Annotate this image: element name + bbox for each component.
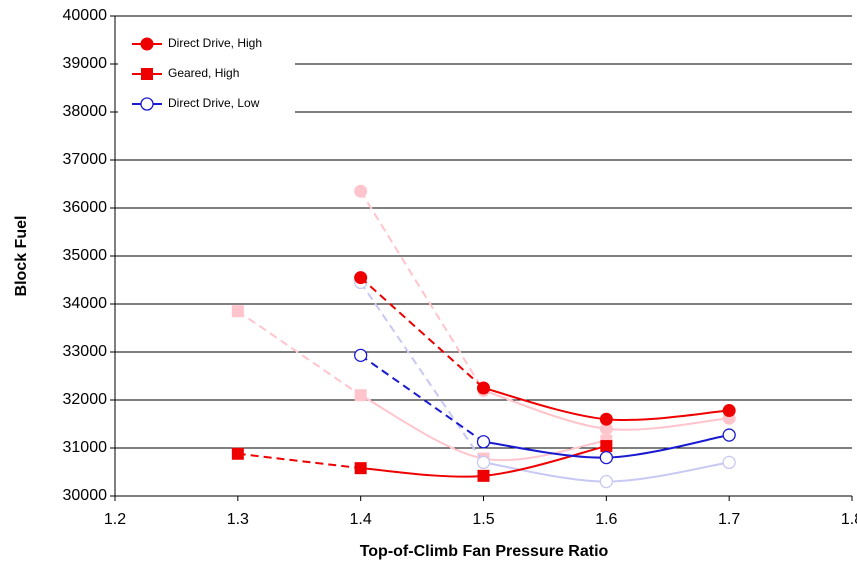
legend: Direct Drive, High Geared, High Direct Dri… bbox=[118, 20, 295, 120]
point bbox=[722, 404, 736, 418]
x-tick-label: 1.3 bbox=[227, 511, 249, 528]
x-tick-label: 1.8 bbox=[841, 511, 857, 528]
y-tick-label: 32000 bbox=[63, 391, 108, 408]
legend-marker bbox=[140, 37, 154, 51]
point bbox=[477, 469, 490, 482]
line-dashed bbox=[237, 310, 362, 397]
x-tick-label: 1.2 bbox=[104, 511, 126, 528]
x-tick-label: 1.5 bbox=[472, 511, 494, 528]
point bbox=[476, 455, 491, 470]
point bbox=[476, 435, 491, 449]
legend-marker bbox=[140, 97, 154, 111]
point bbox=[354, 184, 368, 198]
x-axis-title: Top-of-Climb Fan Pressure Ratio bbox=[360, 543, 609, 560]
line-dashed bbox=[237, 452, 361, 470]
point bbox=[600, 440, 613, 453]
point bbox=[354, 462, 367, 475]
point bbox=[477, 381, 490, 395]
point bbox=[231, 447, 244, 460]
point bbox=[599, 422, 613, 436]
legend-label: Direct Drive, High bbox=[168, 36, 262, 50]
point bbox=[354, 389, 367, 402]
legend-label: Geared, High bbox=[168, 66, 239, 80]
y-tick-label: 35000 bbox=[63, 247, 108, 264]
legend-label: Direct Drive, Low bbox=[168, 96, 260, 110]
y-tick-label: 30000 bbox=[63, 487, 108, 504]
x-tick-label: 1.7 bbox=[718, 511, 740, 528]
y-tick-label: 34000 bbox=[63, 295, 108, 312]
point bbox=[354, 348, 368, 363]
point bbox=[722, 455, 736, 470]
y-tick-label: 31000 bbox=[63, 439, 108, 456]
line-dashed bbox=[360, 354, 485, 443]
point bbox=[599, 412, 613, 426]
x-tick-label: 1.6 bbox=[595, 511, 617, 528]
x-tick-label: 1.4 bbox=[350, 511, 372, 528]
y-tick-label: 38000 bbox=[63, 103, 108, 120]
legend-marker bbox=[141, 68, 153, 80]
y-tick-label: 36000 bbox=[63, 199, 108, 216]
point bbox=[231, 305, 244, 318]
point bbox=[354, 271, 368, 285]
y-tick-label: 33000 bbox=[63, 343, 108, 360]
line-dashed bbox=[359, 190, 485, 391]
line bbox=[360, 394, 607, 462]
y-tick-label: 39000 bbox=[63, 55, 108, 72]
y-tick-label: 40000 bbox=[63, 7, 108, 24]
point bbox=[599, 450, 613, 465]
point bbox=[599, 474, 613, 489]
line-dashed bbox=[359, 281, 485, 463]
point bbox=[722, 428, 736, 442]
y-axis-title: Block Fuel bbox=[13, 216, 30, 297]
y-tick-label: 37000 bbox=[63, 151, 108, 168]
line-dashed bbox=[359, 276, 485, 389]
